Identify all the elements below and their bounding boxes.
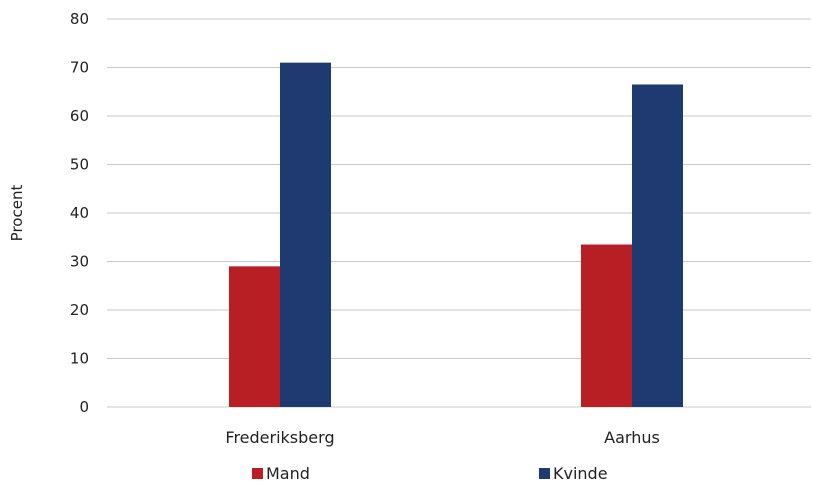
gridlines xyxy=(107,18,811,408)
bars xyxy=(229,62,683,408)
legend-swatch-kvinde xyxy=(539,468,550,479)
x-axis-categories: Frederiksberg Aarhus xyxy=(225,428,659,447)
legend-label-mand: Mand xyxy=(266,464,310,483)
y-tick-label: 10 xyxy=(70,350,89,368)
bar-kvinde-frederiksberg xyxy=(280,62,331,408)
bar-mand-aarhus xyxy=(581,244,632,407)
x-category-label: Aarhus xyxy=(604,428,660,447)
y-axis-title: Procent xyxy=(8,185,26,242)
legend: Mand Kvinde xyxy=(252,464,608,483)
y-tick-label: 80 xyxy=(70,10,89,28)
bar-mand-frederiksberg xyxy=(229,266,280,407)
y-tick-label: 40 xyxy=(70,204,89,222)
bar-kvinde-aarhus xyxy=(632,84,683,407)
y-tick-label: 50 xyxy=(70,156,89,174)
y-tick-label: 70 xyxy=(70,59,89,77)
y-axis-ticks: 0 10 20 30 40 50 60 70 80 xyxy=(70,10,89,416)
y-tick-label: 20 xyxy=(70,301,89,319)
y-tick-label: 0 xyxy=(79,398,89,416)
legend-label-kvinde: Kvinde xyxy=(553,464,608,483)
x-category-label: Frederiksberg xyxy=(225,428,334,447)
y-tick-label: 30 xyxy=(70,253,89,271)
legend-swatch-mand xyxy=(252,468,263,479)
y-tick-label: 60 xyxy=(70,107,89,125)
